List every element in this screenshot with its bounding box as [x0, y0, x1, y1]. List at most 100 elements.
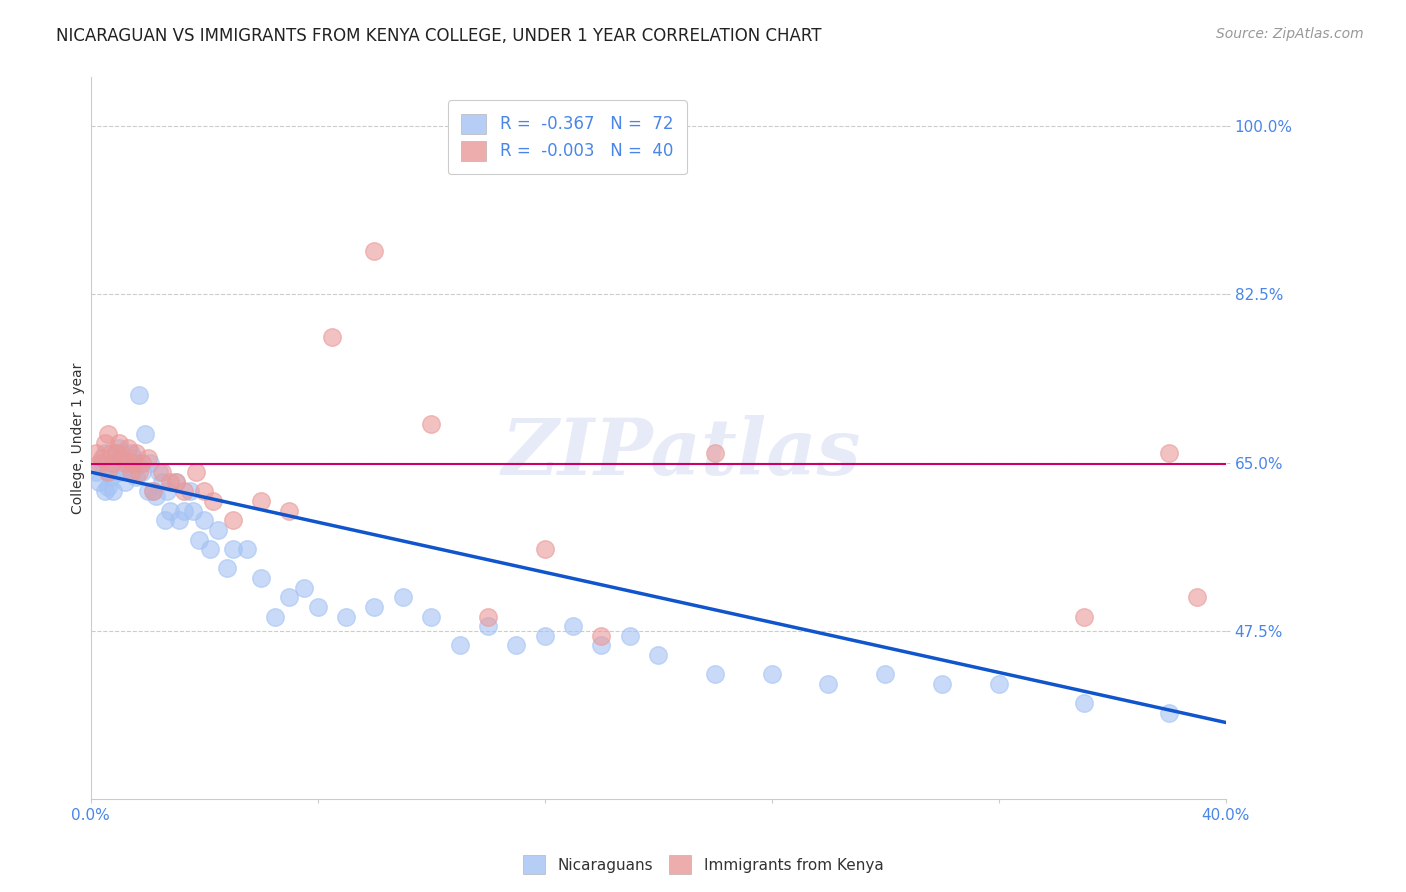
- Point: [97, 426, 120, 441]
- Point: [136, 484, 159, 499]
- Point: [94, 436, 117, 450]
- Point: [278, 503, 301, 517]
- Point: [159, 475, 181, 489]
- Point: [145, 489, 167, 503]
- Point: [221, 513, 243, 527]
- Point: [173, 484, 195, 499]
- Point: [103, 456, 125, 470]
- Y-axis label: College, Under 1 year: College, Under 1 year: [72, 363, 86, 514]
- Point: [105, 446, 128, 460]
- Point: [89, 475, 111, 489]
- Point: [148, 465, 170, 479]
- Point: [131, 465, 153, 479]
- Point: [86, 465, 108, 479]
- Point: [817, 677, 839, 691]
- Point: [215, 561, 238, 575]
- Point: [89, 456, 111, 470]
- Point: [159, 503, 181, 517]
- Point: [477, 619, 499, 633]
- Point: [533, 542, 555, 557]
- Point: [108, 465, 131, 479]
- Point: [181, 503, 204, 517]
- Point: [221, 542, 243, 557]
- Point: [94, 484, 117, 499]
- Point: [139, 456, 162, 470]
- Point: [122, 465, 145, 479]
- Point: [114, 475, 136, 489]
- Point: [363, 244, 385, 258]
- Point: [86, 446, 108, 460]
- Point: [125, 456, 148, 470]
- Point: [1073, 609, 1095, 624]
- Point: [392, 591, 415, 605]
- Point: [173, 503, 195, 517]
- Point: [647, 648, 669, 662]
- Point: [591, 639, 613, 653]
- Point: [97, 465, 120, 479]
- Point: [128, 388, 150, 402]
- Point: [363, 599, 385, 614]
- Point: [97, 479, 120, 493]
- Point: [193, 513, 215, 527]
- Point: [94, 446, 117, 460]
- Point: [91, 456, 114, 470]
- Point: [477, 609, 499, 624]
- Point: [703, 667, 725, 681]
- Text: ZIPatlas: ZIPatlas: [501, 415, 860, 491]
- Point: [142, 484, 165, 499]
- Point: [114, 456, 136, 470]
- Point: [703, 446, 725, 460]
- Point: [335, 609, 357, 624]
- Point: [179, 484, 201, 499]
- Point: [250, 571, 273, 585]
- Point: [142, 484, 165, 499]
- Point: [111, 456, 134, 470]
- Point: [449, 639, 471, 653]
- Text: NICARAGUAN VS IMMIGRANTS FROM KENYA COLLEGE, UNDER 1 YEAR CORRELATION CHART: NICARAGUAN VS IMMIGRANTS FROM KENYA COLL…: [56, 27, 821, 45]
- Point: [1073, 696, 1095, 710]
- Point: [207, 523, 229, 537]
- Point: [122, 450, 145, 465]
- Point: [125, 470, 148, 484]
- Point: [136, 450, 159, 465]
- Point: [100, 470, 122, 484]
- Point: [201, 494, 224, 508]
- Point: [187, 533, 209, 547]
- Point: [153, 513, 176, 527]
- Point: [931, 677, 953, 691]
- Point: [761, 667, 783, 681]
- Point: [156, 484, 179, 499]
- Point: [117, 456, 139, 470]
- Point: [120, 446, 142, 460]
- Point: [198, 542, 221, 557]
- Point: [105, 446, 128, 460]
- Point: [91, 450, 114, 465]
- Point: [193, 484, 215, 499]
- Point: [165, 475, 187, 489]
- Legend: R =  -0.367   N =  72, R =  -0.003   N =  40: R = -0.367 N = 72, R = -0.003 N = 40: [449, 100, 686, 174]
- Point: [111, 450, 134, 465]
- Point: [120, 465, 142, 479]
- Point: [108, 436, 131, 450]
- Point: [100, 456, 122, 470]
- Point: [114, 460, 136, 475]
- Point: [505, 639, 527, 653]
- Point: [292, 581, 315, 595]
- Point: [111, 446, 134, 460]
- Point: [420, 417, 443, 431]
- Point: [134, 426, 156, 441]
- Point: [1185, 591, 1208, 605]
- Text: Source: ZipAtlas.com: Source: ZipAtlas.com: [1216, 27, 1364, 41]
- Point: [875, 667, 897, 681]
- Point: [100, 446, 122, 460]
- Point: [533, 629, 555, 643]
- Point: [150, 465, 173, 479]
- Point: [117, 441, 139, 455]
- Point: [250, 494, 273, 508]
- Point: [128, 465, 150, 479]
- Point: [97, 465, 120, 479]
- Point: [103, 484, 125, 499]
- Point: [987, 677, 1010, 691]
- Point: [108, 441, 131, 455]
- Point: [420, 609, 443, 624]
